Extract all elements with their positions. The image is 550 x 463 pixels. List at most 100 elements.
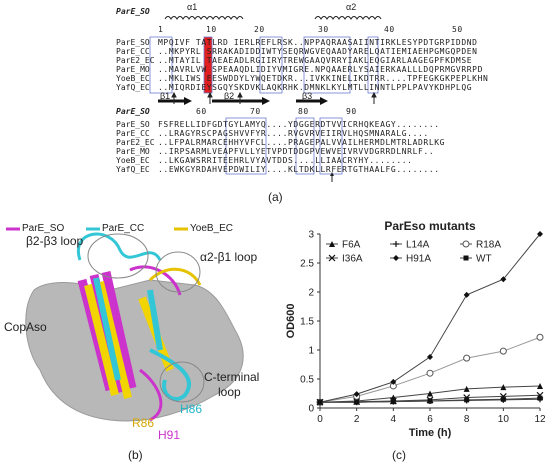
ruler-10: 10 (206, 25, 217, 34)
block2-row-name: ParE_CC (116, 129, 150, 138)
data-point-wt (354, 399, 360, 405)
data-point-f6a (463, 385, 470, 392)
beta-loop-circle (87, 233, 149, 279)
block2-row-name: ParE2_EC (116, 138, 155, 147)
h91-label: H91 (158, 428, 181, 442)
structure-illustration (6, 227, 244, 422)
block2-row-name: YafQ_EC (116, 165, 150, 174)
panel-b-label: (b) (128, 448, 143, 462)
data-point-r18a (463, 354, 471, 362)
alpha-loop-circle (155, 251, 201, 293)
block1-box-4 (367, 36, 379, 94)
block2-row-seq: ..LFPALRMARCEHHYVFCL....PRAGEPALVVAILHER… (158, 138, 446, 147)
block2-header-name: ParE_SO (116, 107, 150, 116)
legend-parE-so: ParE_SO (22, 223, 65, 234)
block2-box-1 (225, 117, 267, 175)
block2-row-seq: FSFRELLIDFGDTGYLAMYQ....YDGGERDTVVICRHQK… (158, 120, 440, 129)
data-point-wt (427, 398, 433, 404)
cterm-loop (149, 348, 191, 401)
data-point-f6a (537, 382, 543, 389)
block1-row-name: ParE_CC (116, 47, 150, 56)
data-point-wt (464, 397, 470, 403)
y-tick-label: 2.5 (300, 259, 314, 270)
data-point-h91a (500, 276, 507, 283)
block1-row-name: ParE_SO (116, 38, 150, 47)
block1-row-seq: ..MTAYIL TAEAEADLRGIIRYTREWGAAQVRRYIAKLE… (158, 56, 473, 65)
block2-row-seq: ..LRAGYRSCPAGSHVVFYR....RVGVRVEIIRVLHQSM… (158, 129, 429, 138)
legend-marker-r18a (462, 240, 470, 248)
beta-loop-label: β2-β3 loop (26, 234, 84, 248)
block2-row-name: YoeB_EC (116, 156, 150, 165)
panel-a-label: (a) (268, 190, 283, 204)
data-point-wt (537, 395, 543, 401)
y-tick-label: 3 (308, 230, 314, 241)
block1-row-name: YafQ_EC (116, 83, 150, 92)
beta2-label: β2 (224, 91, 235, 101)
panel-a-alignment: ParE_SO α1 α2 1 10 20 30 40 50 ParE_SO M… (0, 0, 550, 212)
block1-header-name: ParE_SO (116, 7, 150, 16)
block1-row-name: YoeB_EC (116, 74, 150, 83)
legend-marker-wt (463, 255, 469, 261)
block1-row-seq: ..MKPYRL SRRAKADIDDIWTYSEQRWGVEQAADYAREL… (158, 47, 478, 56)
cterm-circle (159, 361, 205, 403)
copa-label: CopAso (4, 320, 47, 334)
block2-row-seq: ..LKGAWSRRITEEHRLVYAVTDDS....LLIAACRYHY.… (158, 156, 413, 165)
ruler-70: 70 (250, 107, 261, 116)
beta1-label: β1 (160, 91, 171, 101)
legend-parE-cc: ParE_CC (102, 223, 145, 234)
x-tick-label: 2 (354, 414, 360, 425)
helix-cyan (93, 277, 163, 381)
alpha-loop-label: α2-β1 loop (200, 250, 258, 264)
ruler-30: 30 (318, 25, 329, 34)
alpha2-helix (314, 16, 382, 20)
y-tick-label: 2 (308, 288, 314, 299)
data-point-h91a (390, 378, 397, 385)
panel-c-growth-chart: ParEso mutants 0 0.5 1 1.5 2 2.5 3 0 2 4 6 8 10 12 Time… (278, 220, 550, 463)
data-point-f6a (500, 384, 507, 391)
x-axis-label: Time (h) (409, 427, 452, 439)
block1-row-name: ParE_MO (116, 65, 150, 74)
panel-b-structure: ParE_SO ParE_CC YoeB_EC β2-β3 loop α2-β1… (0, 220, 278, 463)
legend-label: H91A (406, 254, 431, 265)
ruler-1: 1 (158, 25, 164, 34)
copa-surface (25, 279, 244, 422)
chart-title: ParEso mutants (384, 220, 476, 233)
block1-row-name: ParE2_EC (116, 56, 155, 65)
alpha2-label: α2 (346, 2, 357, 12)
ruler-80: 80 (298, 107, 309, 116)
block2-row-seq: ..EWKGYRDAHVEPDWILIY....KLTDKLLRFERTGTHA… (158, 165, 440, 174)
alignment-graphics (149, 16, 382, 182)
data-point-f6a (427, 390, 433, 397)
x-tick-label: 0 (317, 414, 323, 425)
block2-row-seq: ..IRPSARMLVEAPFVLLYETVPDTDDGPVEWVEIVRVVD… (158, 147, 435, 156)
cterm-loop-magenta (139, 368, 163, 422)
block2-row-name: ParE_MO (116, 147, 150, 156)
ruler-40: 40 (384, 25, 395, 34)
data-point-h91a (427, 353, 433, 360)
ruler-20: 20 (254, 25, 265, 34)
block1-row-seq: MPQIVF TATLRD IERLREFLRSK..NPPAQRAASAIIN… (158, 38, 478, 47)
data-point-h91a (463, 291, 470, 298)
block2-box-2 (295, 117, 315, 175)
ruler-90: 90 (346, 107, 357, 116)
data-point-wt (390, 399, 396, 405)
data-point-r18a (426, 369, 434, 377)
legend-marker-h91a (393, 255, 399, 261)
legend-label: F6A (342, 240, 361, 251)
cterm-label-line1: C-terminal (204, 370, 260, 384)
y-tick-label: 0.5 (300, 375, 314, 386)
legend-label: L14A (406, 240, 430, 251)
x-tick-label: 4 (391, 414, 397, 425)
data-point-r18a (536, 333, 544, 341)
r86-label: R86 (132, 416, 155, 430)
data-point-h91a (353, 391, 360, 398)
block1-row-seq: ..MIQRDIEYSGQYSKDVKLAQKRHK.DMNKLKYLMTLLI… (158, 83, 473, 92)
block1-box-2 (259, 36, 283, 94)
alpha1-label: α1 (187, 2, 198, 12)
y-axis-label: OD600 (285, 304, 297, 339)
legend-label: WT (476, 254, 492, 265)
cterm-label-line2: loop (218, 385, 241, 399)
block1-box-red (203, 36, 213, 94)
alpha1-helix (164, 16, 244, 20)
ruler-50: 50 (452, 25, 463, 34)
